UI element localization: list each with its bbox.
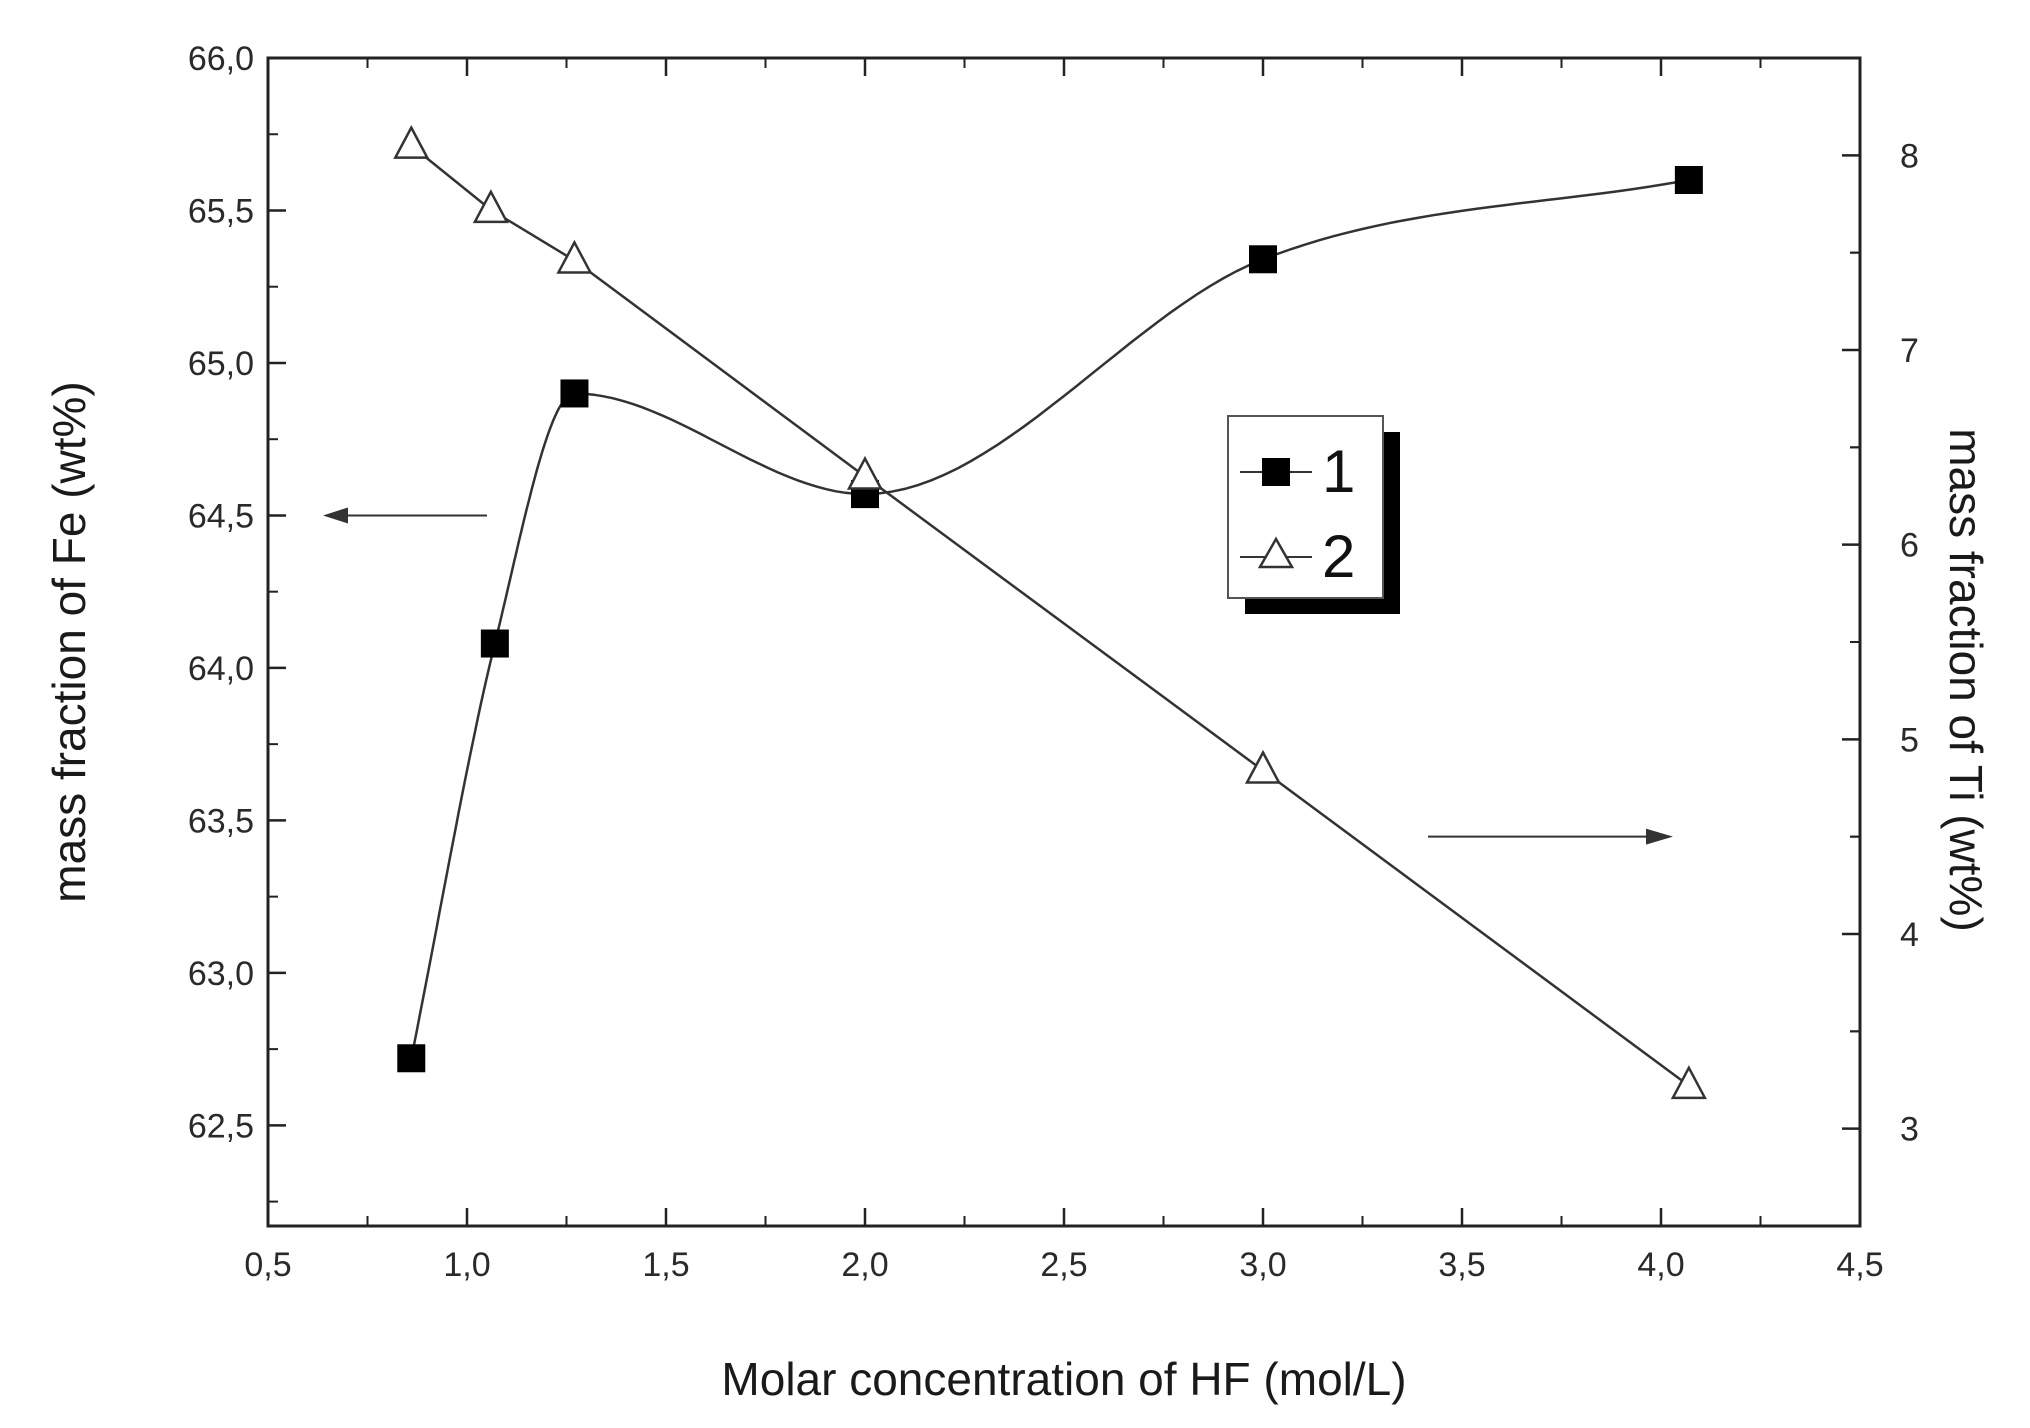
y-right-tick-label: 8: [1900, 137, 1919, 175]
arrow-head-right: [1646, 829, 1673, 845]
y-left-tick-label: 62,5: [188, 1107, 254, 1145]
x-axis-title: Molar concentration of HF (mol/L): [721, 1353, 1406, 1405]
series-2-point: [558, 242, 590, 272]
series-2-line: [411, 146, 1689, 1086]
y-right-tick-label: 7: [1900, 332, 1919, 370]
x-tick-label: 0,5: [244, 1246, 291, 1284]
y-left-tick-label: 63,0: [188, 955, 254, 993]
series-1-point: [560, 379, 588, 407]
series-2-point: [1673, 1068, 1705, 1098]
legend-marker-1: [1262, 458, 1290, 486]
x-tick-label: 1,5: [642, 1246, 689, 1284]
x-tick-label: 3,0: [1239, 1246, 1286, 1284]
x-tick-label: 4,0: [1637, 1246, 1684, 1284]
y-left-tick-label: 66,0: [188, 40, 254, 78]
x-tick-label: 2,0: [841, 1246, 888, 1284]
series-1-point: [481, 630, 509, 658]
series-1-point: [397, 1044, 425, 1072]
y-left-axis: 62,5 63,0 63,5 64,0 64,5 65,0 65,5 66,0: [188, 40, 286, 1202]
y-left-tick-label: 65,5: [188, 192, 254, 230]
annotations: [323, 507, 1673, 844]
series-1-curve: [411, 180, 1689, 1058]
y-left-tick-label: 64,5: [188, 497, 254, 535]
series-2-point: [1247, 752, 1279, 782]
y-left-tick-label: 65,0: [188, 345, 254, 383]
y-left-tick-label: 64,0: [188, 650, 254, 688]
y-right-tick-label: 6: [1900, 527, 1919, 565]
series-2-point: [395, 128, 427, 158]
x-tick-label: 4,5: [1836, 1246, 1883, 1284]
y-right-tick-label: 4: [1900, 916, 1919, 954]
x-tick-label: 1,0: [443, 1246, 490, 1284]
y-right-tick-label: 3: [1900, 1111, 1919, 1149]
y-right-axis: 3 4 5 6 7 8: [1842, 58, 1919, 1226]
series-1-point: [1675, 166, 1703, 194]
legend-label-2: 2: [1322, 523, 1355, 590]
legend: 1 2: [1228, 416, 1400, 614]
series-2-point: [475, 192, 507, 222]
y-right-tick-label: 5: [1900, 721, 1919, 759]
x-tick-label: 3,5: [1438, 1246, 1485, 1284]
series-1: [397, 166, 1703, 1072]
x-axis: 0,5 1,0 1,5 2,0 2,5 3,0 3,5 4,0 4,5: [244, 58, 1883, 1284]
series-2: [395, 128, 1705, 1098]
arrow-head-left: [323, 507, 348, 523]
legend-label-1: 1: [1322, 438, 1355, 505]
y-right-axis-title: mass fraction of Ti (wt%): [1940, 428, 1992, 932]
legend-box: [1228, 416, 1383, 598]
series-1-point: [1249, 245, 1277, 273]
series-2-point: [849, 459, 881, 489]
y-left-axis-title: mass fraction of Fe (wt%): [43, 381, 95, 902]
x-tick-label: 2,5: [1040, 1246, 1087, 1284]
y-left-tick-label: 63,5: [188, 802, 254, 840]
